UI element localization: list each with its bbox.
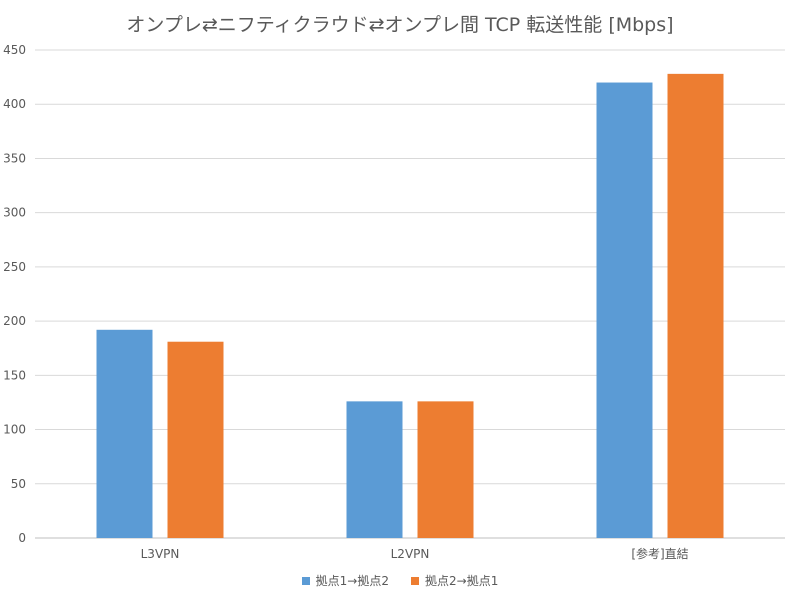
- legend-label-series-1: 拠点1→拠点2: [315, 574, 389, 588]
- chart-legend: 拠点1→拠点2 拠点2→拠点1: [0, 572, 800, 589]
- legend-label-series-2: 拠点2→拠点1: [425, 574, 499, 588]
- bar-1-2: [346, 401, 403, 538]
- legend-item-series-1: 拠点1→拠点2: [301, 572, 389, 589]
- legend-item-series-2: 拠点2→拠点1: [411, 572, 498, 589]
- y-tick-label: 350: [3, 151, 26, 165]
- x-tick-label: [参考]直結: [631, 546, 688, 561]
- y-tick-label: 200: [3, 314, 26, 328]
- chart-title: オンプレ⇄ニフティクラウド⇄オンプレ間 TCP 転送性能 [Mbps]: [126, 14, 674, 36]
- bar-1-1: [96, 329, 153, 538]
- bar-1-3: [596, 82, 653, 539]
- x-tick-label: L3VPN: [141, 547, 180, 561]
- x-tick-label: L2VPN: [391, 547, 430, 561]
- y-tick-label: 400: [3, 97, 26, 111]
- y-tick-label: 250: [3, 260, 26, 274]
- y-tick-label: 450: [3, 43, 26, 57]
- legend-swatch-series-2: [411, 576, 419, 585]
- legend-swatch-series-1: [301, 576, 310, 585]
- bar-2-1: [167, 341, 224, 538]
- y-tick-label: 300: [3, 206, 26, 220]
- bar-2-3: [667, 73, 724, 538]
- y-tick-label: 100: [3, 423, 26, 437]
- y-tick-label: 150: [3, 368, 26, 382]
- y-tick-label: 0: [18, 531, 26, 545]
- y-tick-label: 50: [11, 477, 26, 491]
- bar-2-2: [417, 401, 474, 538]
